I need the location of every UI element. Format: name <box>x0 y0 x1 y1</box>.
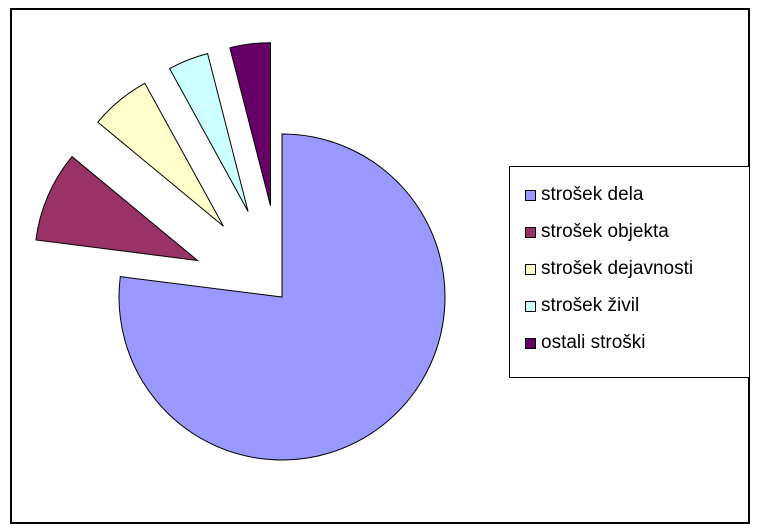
legend-label: ostali stroški <box>541 332 646 353</box>
legend-label: strošek dela <box>541 184 644 205</box>
legend-label: strošek objekta <box>541 221 669 242</box>
pie-slice-stro-ek-dela <box>118 133 446 461</box>
legend-swatch <box>525 189 536 201</box>
legend-swatch <box>525 337 536 349</box>
legend-item-strosek-dejavnosti: strošek dejavnosti <box>525 256 693 282</box>
legend-swatch <box>525 263 536 275</box>
legend-item-ostali-stroski: ostali stroški <box>525 330 646 356</box>
legend-item-strosek-zivil: strošek živil <box>525 293 639 319</box>
legend-item-strosek-dela: strošek dela <box>525 182 643 208</box>
legend: strošek dela strošek objekta strošek dej… <box>509 166 750 378</box>
legend-label: strošek živil <box>541 295 640 316</box>
pie-slice-stro-ek-objekta <box>35 155 200 262</box>
pie-slice-stro-ek-ivil <box>168 52 249 212</box>
pie-slice-ostali-stro-ki <box>229 42 271 206</box>
legend-swatch <box>525 300 536 312</box>
legend-swatch <box>525 226 536 238</box>
pie-slice-stro-ek-dejavnosti <box>97 82 224 227</box>
legend-item-strosek-objekta: strošek objekta <box>525 219 669 245</box>
legend-label: strošek dejavnosti <box>541 258 694 279</box>
